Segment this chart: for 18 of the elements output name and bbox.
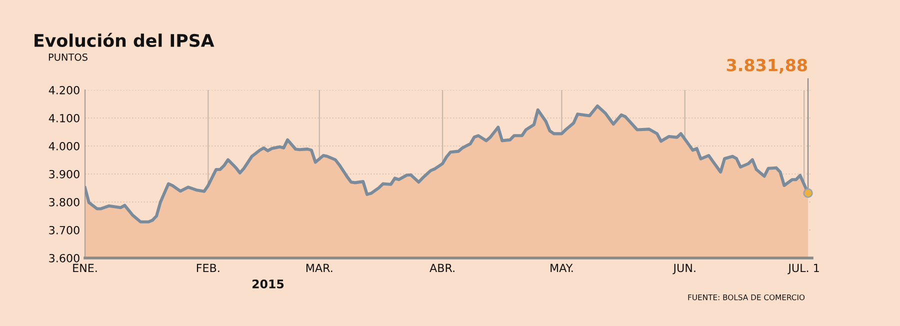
x-axis-title: 2015 xyxy=(252,279,284,288)
x-tick-label: FEB. xyxy=(196,264,220,272)
y-tick-label: 4.000 xyxy=(48,142,80,150)
x-tick-label: JUN. xyxy=(672,264,696,274)
chart-title: Evolución del IPSA xyxy=(34,32,214,48)
annotation: 3.831,88 xyxy=(726,58,807,74)
x-tick-label: MAY. xyxy=(550,264,573,272)
x-tick-label: JUL. 1 xyxy=(788,264,819,274)
y-tick-label: 3.700 xyxy=(49,226,80,234)
y-tick-label: 3.600 xyxy=(49,254,80,262)
y-tick-label: 4.200 xyxy=(48,86,80,94)
y-axis-title: PUNTOS xyxy=(48,53,88,61)
y-tick-label: 3.900 xyxy=(49,170,80,178)
y-tick-label: 4.100 xyxy=(48,114,80,122)
x-tick-label: ABR. xyxy=(430,264,454,272)
x-tick-label: ENE. xyxy=(73,264,97,272)
y-tick-label: 3.800 xyxy=(49,198,80,206)
x-tick-label: MAR. xyxy=(306,264,332,272)
